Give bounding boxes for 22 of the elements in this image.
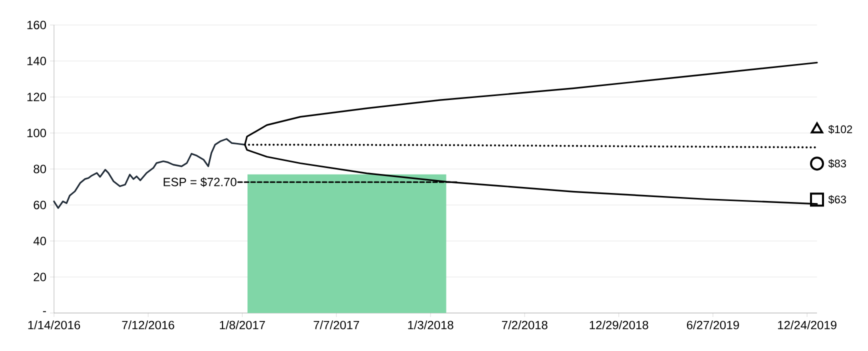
y-tick-label: 140 (27, 56, 46, 66)
y-tick-label: - (43, 311, 46, 312)
y-tick-label: 100 (27, 128, 46, 138)
y-tick-label: 40 (33, 236, 46, 246)
y-tick-label: 120 (27, 92, 46, 102)
x-tick-label: 1/14/2016 (28, 320, 80, 330)
data-label: $83 (828, 159, 846, 168)
y-tick-label: 20 (34, 272, 46, 282)
x-tick-label: 7/7/2017 (314, 320, 360, 330)
y-tick-label: 80 (34, 164, 46, 174)
data-label: $102 (828, 124, 852, 134)
y-tick-label: 160 (27, 20, 46, 30)
x-tick-label: 7/2/2018 (502, 320, 548, 330)
x-tick-label: 1/8/2017 (220, 320, 265, 330)
x-tick-label: 12/24/2019 (778, 320, 836, 330)
x-tick-label: 12/29/2018 (590, 320, 648, 330)
x-tick-label: 6/27/2019 (686, 320, 739, 330)
x-tick-label: 7/12/2016 (122, 320, 174, 330)
y-tick-label: 60 (34, 200, 46, 210)
data-label: $63 (828, 195, 846, 204)
annotation: ESP = $72.70 (164, 177, 236, 187)
x-tick-label: 1/3/2018 (408, 320, 454, 330)
